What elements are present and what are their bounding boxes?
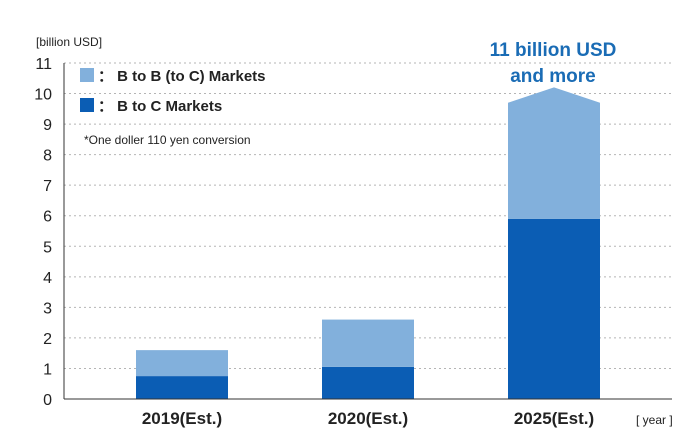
y-tick-label: 8 xyxy=(43,148,52,165)
conversion-note: *One doller 110 yen conversion xyxy=(84,133,251,147)
x-axis-title: [ year ] xyxy=(636,413,673,427)
legend: ： B to B (to C) Markets ： B to C Markets xyxy=(80,68,266,115)
x-axis-categories: 2019(Est.) 2020(Est.) 2025(Est.) xyxy=(142,409,594,428)
bar-segment xyxy=(136,350,228,377)
y-tick-label: 7 xyxy=(43,178,52,195)
y-tick-label: 6 xyxy=(43,209,52,226)
y-tick-label: 9 xyxy=(43,117,52,134)
bar-segment xyxy=(508,218,600,399)
legend-label-b-to-c: ： B to C Markets xyxy=(98,98,222,115)
y-tick-label: 10 xyxy=(34,87,52,104)
callout-line-1: 11 billion USD xyxy=(490,40,617,61)
y-tick-label: 2 xyxy=(43,331,52,348)
legend-label-b-to-b: ： B to B (to C) Markets xyxy=(98,68,266,85)
bar-segment-arrow xyxy=(508,87,600,219)
y-tick-label: 11 xyxy=(35,56,52,73)
legend-swatch-b-to-c xyxy=(80,98,94,112)
y-axis-ticks: 0 1 2 3 4 5 6 7 8 9 10 11 xyxy=(34,56,52,409)
x-category-label: 2025(Est.) xyxy=(514,409,594,428)
legend-swatch-b-to-b xyxy=(80,68,94,82)
bars xyxy=(136,87,600,399)
bar-segment xyxy=(322,366,414,399)
callout-line-2: and more xyxy=(510,66,596,87)
x-category-label: 2020(Est.) xyxy=(328,409,408,428)
x-category-label: 2019(Est.) xyxy=(142,409,222,428)
y-axis-title: [billion USD] xyxy=(36,35,102,49)
y-tick-label: 1 xyxy=(43,361,52,378)
y-tick-label: 0 xyxy=(43,392,52,409)
y-tick-label: 5 xyxy=(43,239,52,256)
y-tick-label: 3 xyxy=(43,300,52,317)
bar-segment xyxy=(136,376,228,399)
y-tick-label: 4 xyxy=(43,270,52,287)
bar-segment xyxy=(322,319,414,367)
